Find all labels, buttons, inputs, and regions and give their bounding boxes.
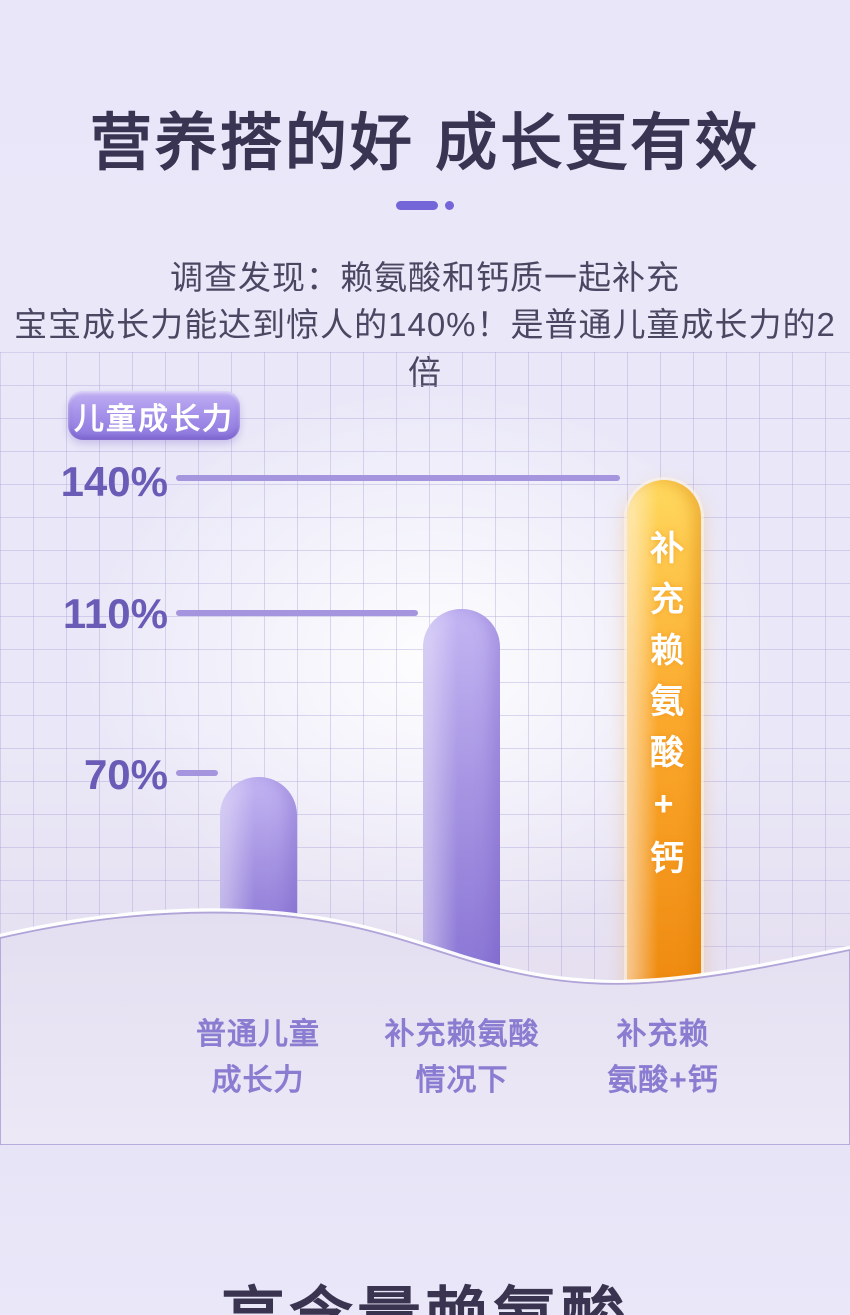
bar-lysine-calcium-growth: 补充赖氨酸+钙	[627, 480, 701, 988]
subtitle-line-2: 宝宝成长力能达到惊人的140%！是普通儿童成长力的2倍	[14, 306, 836, 391]
y-tick-110: 110%	[62, 590, 168, 637]
wave-decoration	[0, 908, 850, 1145]
guide-line-140	[176, 475, 620, 481]
next-section-title: 高含量赖氨酸	[0, 1266, 850, 1315]
bar-annotation-label: 补充赖氨酸+钙	[644, 530, 683, 891]
page-title: 营养搭的好 成长更有效	[89, 109, 761, 178]
divider-dot	[445, 201, 454, 210]
title-divider-icon	[0, 201, 850, 210]
category-label-lysine: 补充赖氨酸 情况下	[384, 1018, 540, 1097]
bar-lysine-growth	[423, 609, 500, 977]
y-tick-140: 140%	[60, 458, 168, 505]
subtitle-line-1: 调查发现：赖氨酸和钙质一起补充	[170, 259, 680, 296]
guide-line-70	[176, 770, 218, 776]
guide-line-110	[176, 610, 418, 616]
y-tick-70: 70%	[83, 751, 168, 798]
category-label-lysine-calcium: 补充赖 氨酸+钙	[607, 1018, 719, 1097]
category-label-normal: 普通儿童 成长力	[196, 1018, 320, 1097]
divider-dash	[396, 201, 438, 210]
chart-legend-badge: 儿童成长力	[68, 391, 240, 440]
